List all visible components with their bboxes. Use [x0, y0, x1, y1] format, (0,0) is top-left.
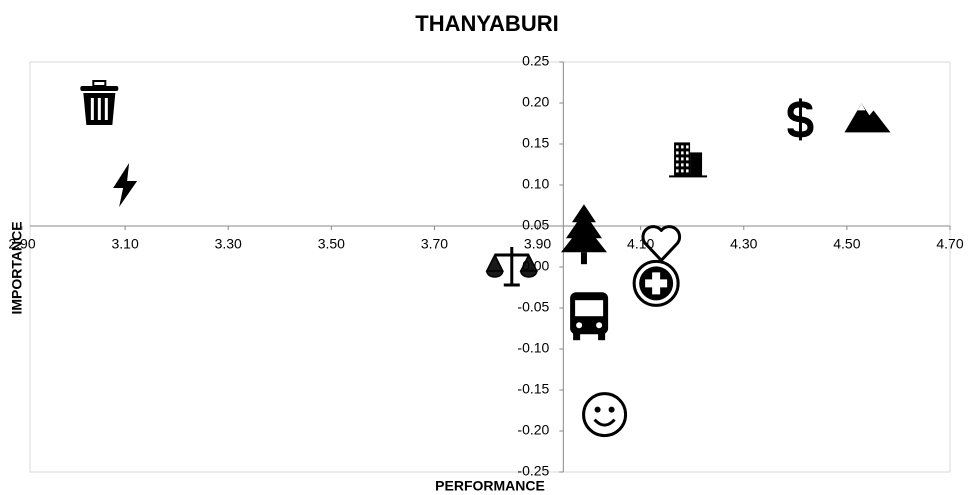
icon-part	[686, 157, 689, 161]
icon-part	[598, 332, 606, 341]
x-tick-label: 3.10	[111, 236, 138, 252]
point-icon	[632, 259, 680, 307]
icon-part	[113, 163, 138, 207]
x-tick-label: 3.70	[421, 236, 448, 252]
x-axis-title: PERFORMANCE	[435, 478, 545, 494]
x-tick-label: 4.50	[833, 236, 860, 252]
icon-part	[596, 322, 603, 329]
y-tick-label: 0.25	[522, 53, 549, 69]
icon-part	[641, 225, 682, 262]
icon-part	[582, 392, 628, 438]
x-tick-label: 3.30	[215, 236, 242, 252]
y-tick-label: 0.05	[522, 217, 549, 233]
y-tick-label: -0.05	[517, 299, 549, 315]
icon-part	[669, 175, 708, 178]
icon-part	[594, 406, 601, 413]
icon-part	[686, 169, 689, 173]
icon-part	[575, 300, 604, 317]
y-tick-label: 0.10	[522, 176, 549, 192]
icon-part	[97, 98, 101, 120]
icon-part	[632, 259, 680, 307]
icon-part	[676, 163, 679, 167]
y-tick-label: -0.10	[517, 340, 549, 356]
x-tick-label: 3.90	[524, 236, 551, 252]
icon-part	[686, 145, 689, 149]
icon-part	[681, 145, 684, 149]
icon-part	[676, 145, 679, 149]
icon-part	[676, 151, 679, 155]
point-icon	[560, 204, 607, 265]
icon-part	[681, 163, 684, 167]
point-icon	[669, 142, 708, 178]
icon-part	[690, 152, 703, 177]
icon-part	[580, 252, 587, 265]
point-icon	[113, 163, 138, 207]
icon-part	[494, 247, 529, 287]
icon-part	[676, 157, 679, 161]
y-axis-title: IMPORTANCE	[9, 221, 25, 314]
icon-part	[593, 418, 616, 427]
icon-part	[90, 98, 94, 120]
point-icon	[485, 247, 538, 287]
x-tick-label: 3.50	[318, 236, 345, 252]
plot-frame	[29, 61, 951, 473]
x-tick-label: 4.30	[730, 236, 757, 252]
icon-part	[576, 322, 583, 329]
icon-part	[645, 272, 668, 295]
y-tick-label: 0.20	[522, 94, 549, 110]
icon-part	[686, 151, 689, 155]
icon-part	[686, 163, 689, 167]
point-icon	[80, 80, 119, 125]
x-tick-label: 2.90	[8, 236, 35, 252]
icon-part	[681, 151, 684, 155]
icon-part	[104, 98, 108, 120]
icon-part	[681, 157, 684, 161]
point-icon	[582, 392, 628, 438]
y-tick-label: -0.20	[517, 422, 549, 438]
icon-part	[92, 80, 107, 87]
point-icon	[641, 225, 682, 262]
icon-part	[844, 103, 891, 133]
y-tick-label: -0.25	[517, 463, 549, 479]
x-tick-label: 4.70	[936, 236, 963, 252]
point-icon	[844, 103, 891, 133]
point-icon	[787, 98, 814, 141]
y-tick-label: -0.15	[517, 381, 549, 397]
icon-part	[681, 169, 684, 173]
icon-part	[608, 406, 615, 413]
point-icon	[570, 292, 609, 341]
icon-part	[80, 86, 119, 91]
icon-part	[573, 332, 581, 341]
chart-title: THANYABURI	[415, 11, 558, 36]
icon-part	[485, 253, 538, 278]
y-tick-label: 0.15	[522, 135, 549, 151]
icon-part	[857, 103, 866, 111]
icon-part	[560, 204, 607, 253]
icon-part	[676, 169, 679, 173]
